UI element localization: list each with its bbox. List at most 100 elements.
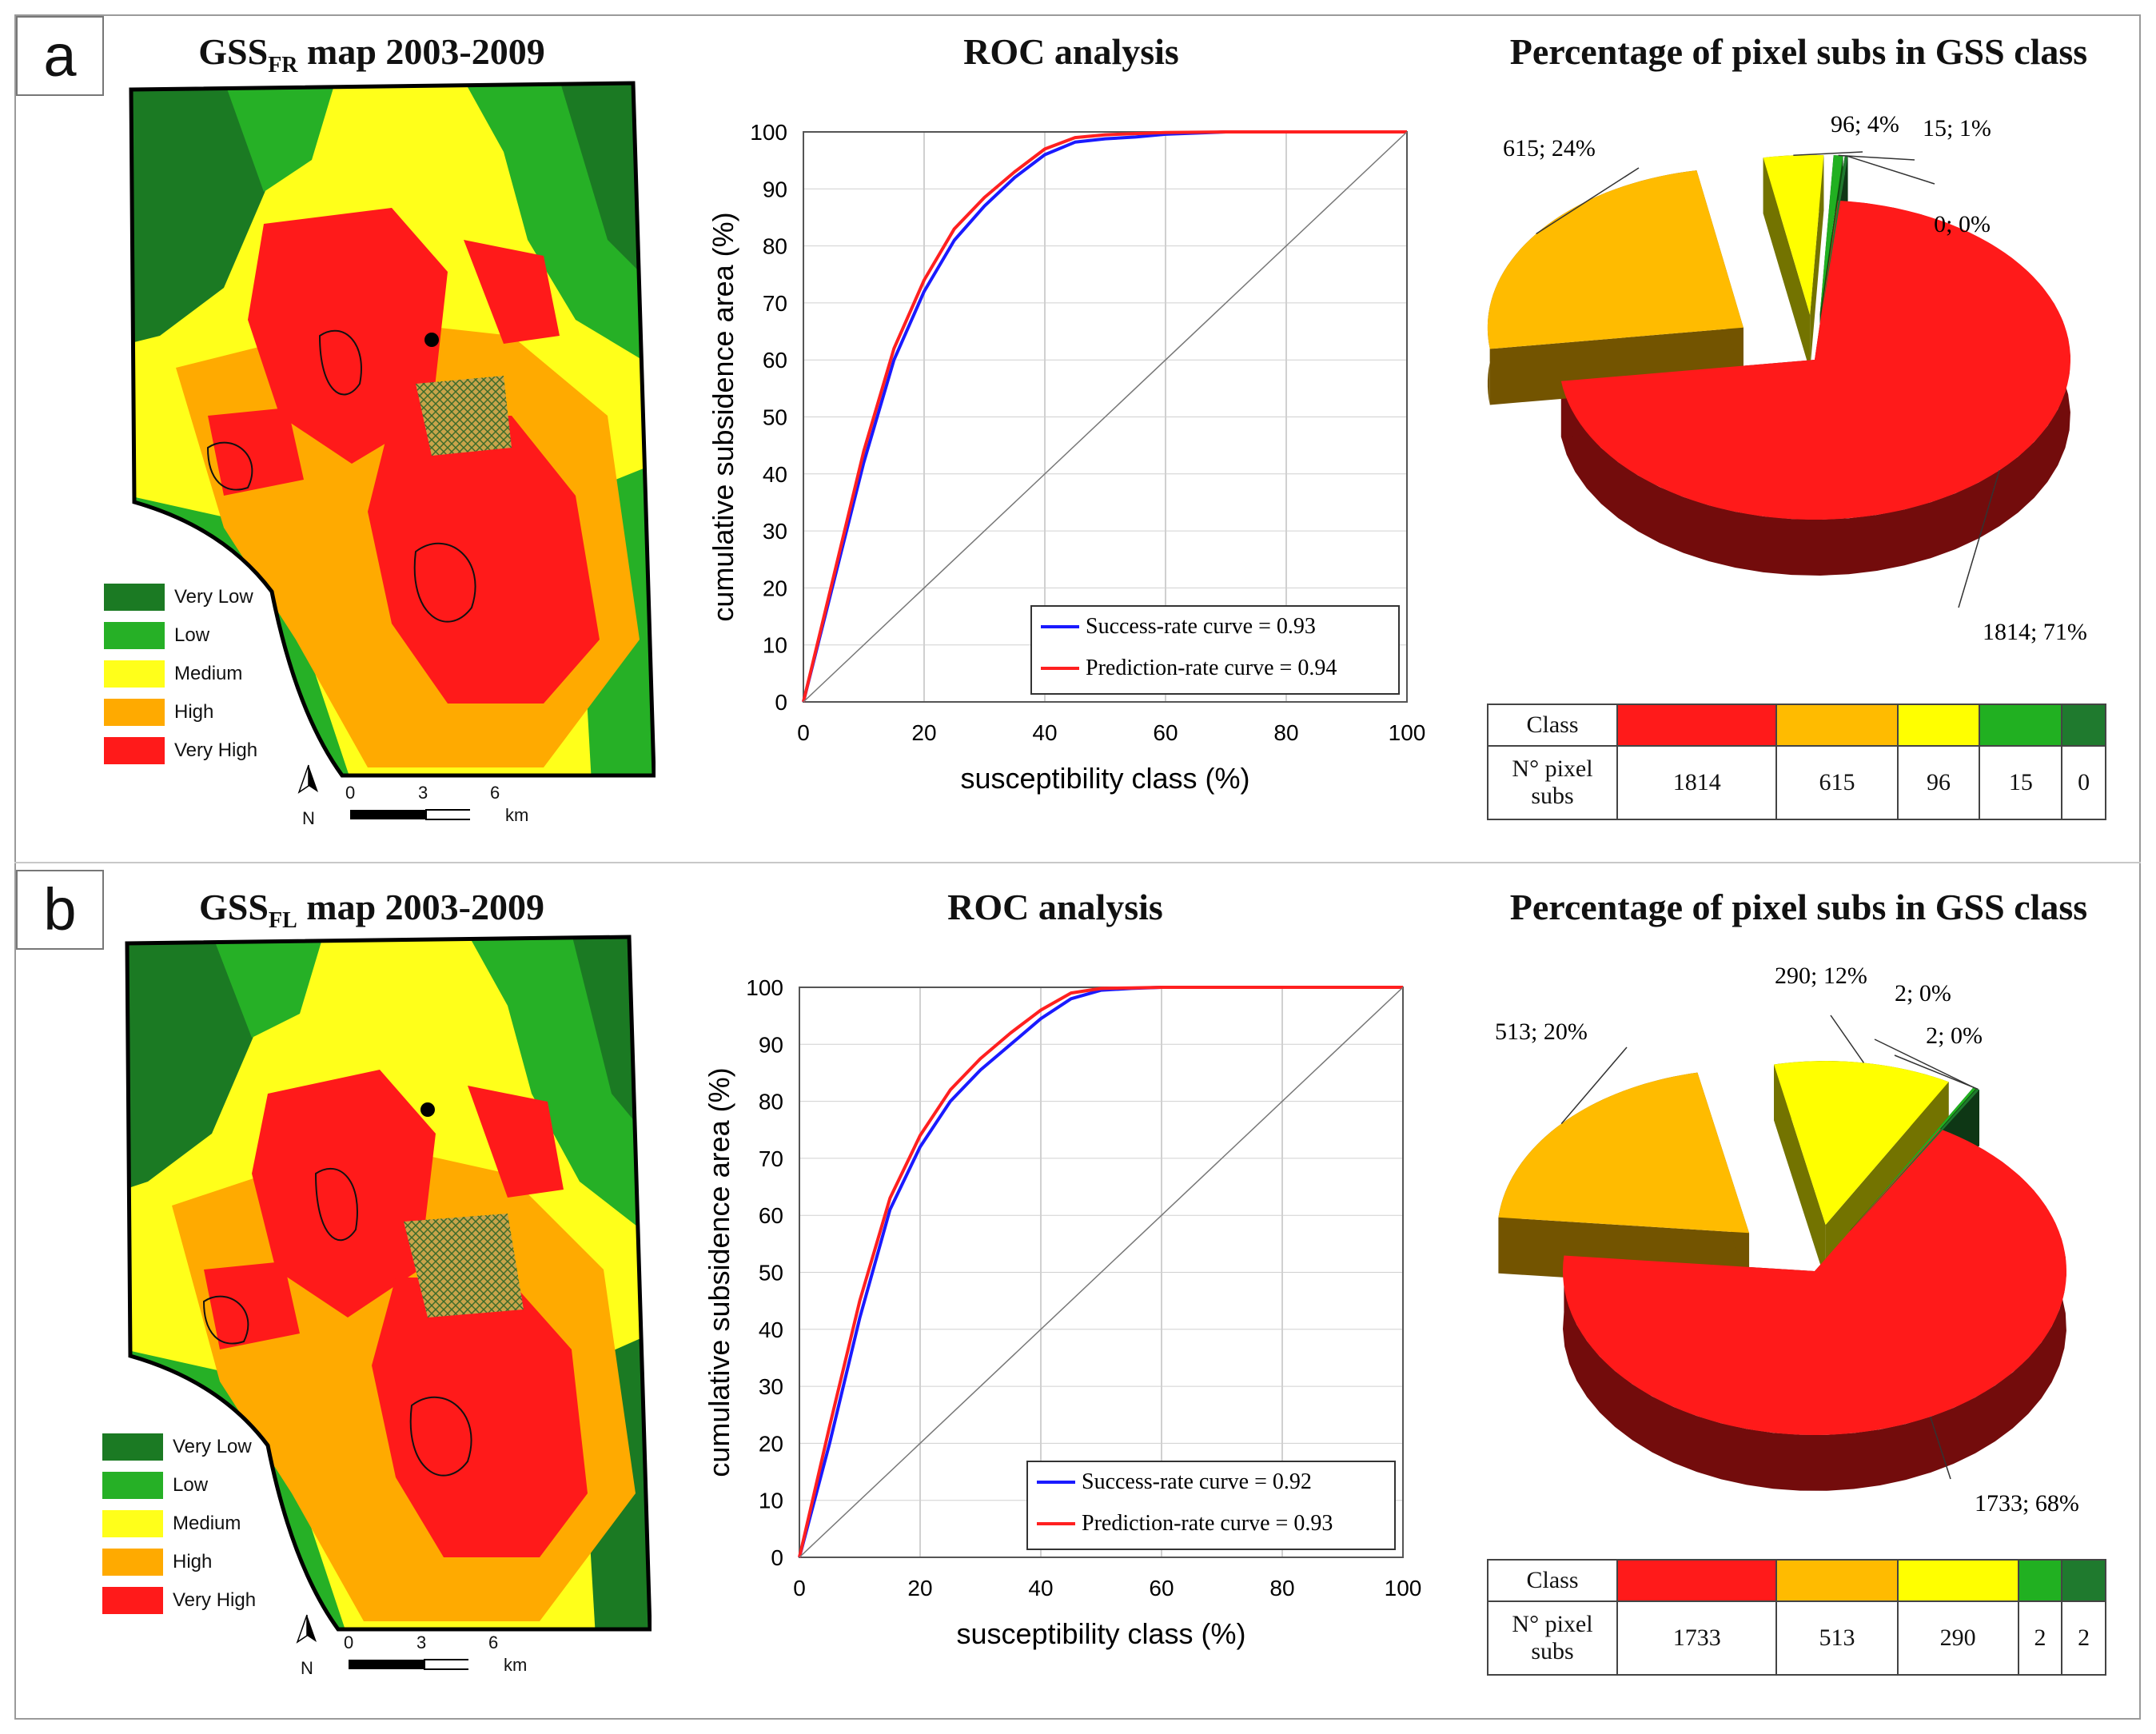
- y-tick-label: 80: [759, 1090, 783, 1114]
- count-cell: 1814: [1616, 745, 1778, 820]
- x-tick-label: 0: [793, 1576, 806, 1600]
- scale-tick-3: 3: [416, 1632, 427, 1652]
- legend-label: High: [174, 701, 214, 723]
- scale-tick-6: 6: [490, 783, 500, 803]
- roc-chart: 0 20 40 60 80 100 0 10 20 30 40 50 60 70 80 90 100 suscep…: [703, 975, 1422, 1650]
- legend-swatch: [104, 584, 165, 611]
- legend-item: Very Low: [102, 1428, 256, 1466]
- legend-item: Very High: [104, 731, 257, 770]
- roc-series-line: [802, 130, 1407, 703]
- class-color-cell: [2061, 1559, 2106, 1602]
- x-tick-label: 100: [1389, 720, 1426, 745]
- x-tick-label: 40: [1032, 720, 1057, 745]
- class-header: Class: [1487, 704, 1618, 747]
- count-cell: 290: [1896, 1600, 2019, 1676]
- y-tick-label: 30: [763, 519, 787, 544]
- pie-data-label: 15; 1%: [1923, 115, 1991, 142]
- pie-slice: [1850, 1087, 1976, 1231]
- legend-label: High: [173, 1551, 213, 1573]
- legend-swatch: [102, 1549, 163, 1576]
- y-tick-label: 70: [759, 1146, 783, 1171]
- y-tick-label: 20: [763, 576, 787, 600]
- count-cell: 15: [1979, 745, 2063, 820]
- legend-swatch: [102, 1587, 163, 1614]
- pie-slice: [1851, 1088, 1979, 1231]
- map-legend: Very Low Low Medium High Very High: [102, 1428, 256, 1620]
- y-tick-label: 90: [759, 1032, 783, 1057]
- pie-chart: 1814; 71% 615; 24% 96; 4% 15; 1% 0; 0%: [1487, 111, 2087, 645]
- legend-label: Very High: [174, 739, 258, 761]
- legend-item: Medium: [102, 1505, 256, 1543]
- susceptibility-map: [125, 935, 652, 1632]
- pie-slice: [1774, 1061, 1949, 1226]
- pie-leader-line: [1536, 167, 1640, 235]
- legend-entry: Prediction-rate curve = 0.94: [1086, 656, 1337, 680]
- x-axis-label: susceptibility class (%): [956, 1617, 1245, 1650]
- class-color-cell: [1616, 1559, 1778, 1602]
- pie-data-label: 1814; 71%: [1983, 619, 2087, 645]
- legend-item: Medium: [104, 655, 257, 693]
- legend-swatch: [104, 737, 165, 764]
- panel-label: a: [16, 16, 104, 96]
- x-tick-label: 80: [1269, 1576, 1294, 1600]
- legend-label: Very Low: [174, 586, 253, 608]
- legend-swatch: [102, 1472, 163, 1499]
- pie-slice: [1560, 200, 2070, 520]
- pie-slice: [1819, 155, 1843, 315]
- x-tick-label: 80: [1273, 720, 1298, 745]
- pie-slice-wall: [1774, 1064, 1826, 1282]
- chart-legend-box: [1030, 605, 1400, 695]
- pie-data-label: 513; 20%: [1495, 1018, 1588, 1045]
- scale-tick-0: 0: [344, 1632, 354, 1652]
- x-tick-label: 60: [1149, 1576, 1174, 1600]
- pie-data-label: 2; 0%: [1895, 980, 1951, 1007]
- pie-leader-line: [1560, 1046, 1628, 1125]
- scale-unit: km: [504, 1655, 528, 1675]
- y-tick-label: 0: [775, 690, 787, 715]
- pie-leader-line: [1838, 154, 1915, 161]
- pie-title: Percentage of pixel subs in GSS class: [1509, 31, 2088, 72]
- chart-legend-box: [1026, 1461, 1396, 1550]
- class-table: Class N° pixel subs 1814 615 96 15 0: [1487, 704, 2106, 820]
- count-cell: 615: [1775, 745, 1899, 820]
- y-tick-label: 40: [763, 462, 787, 487]
- legend-item: High: [104, 693, 257, 731]
- class-color-cell: [1775, 704, 1899, 747]
- pie-slice-wall: [1763, 157, 1811, 371]
- pie-leader-line: [1930, 1416, 1951, 1480]
- north-arrow-icon: [309, 765, 318, 792]
- map-title: GSSFL map 2003-2009: [199, 887, 544, 934]
- count-cell: 0: [2061, 745, 2106, 820]
- class-color-cell: [2017, 1559, 2063, 1602]
- panel-label: b: [16, 870, 104, 950]
- plot-area: [803, 131, 1408, 703]
- y-tick-label: 80: [763, 234, 787, 259]
- legend-swatch: [102, 1433, 163, 1461]
- class-color-cell: [2061, 704, 2106, 747]
- y-tick-label: 10: [763, 633, 787, 658]
- x-tick-label: 20: [911, 720, 936, 745]
- x-axis-label: susceptibility class (%): [960, 762, 1249, 795]
- y-axis-label: cumulative subsidence area (%): [707, 212, 739, 621]
- pie-title: Percentage of pixel subs in GSS class: [1509, 887, 2088, 927]
- y-tick-label: 40: [759, 1317, 783, 1342]
- y-tick-label: 90: [763, 177, 787, 201]
- scale-tick-0: 0: [345, 783, 356, 803]
- y-tick-label: 10: [759, 1489, 783, 1513]
- pie-slice: [1487, 170, 1744, 349]
- pie-leader-line: [1846, 155, 1935, 185]
- legend-label: Low: [174, 624, 210, 646]
- pie-leader-line: [1874, 1038, 1975, 1089]
- north-label: N: [302, 808, 315, 828]
- legend-item: Low: [102, 1466, 256, 1505]
- x-tick-label: 100: [1385, 1576, 1422, 1600]
- legend-item: Very Low: [104, 578, 257, 616]
- pie-leader-line: [1793, 151, 1863, 157]
- roc-chart: 0 20 40 60 80 100 0 10 20 30 40 50 60 70 80 90 100 suscep…: [707, 120, 1426, 795]
- pie-slice: [1498, 1072, 1750, 1234]
- legend-item: High: [102, 1543, 256, 1581]
- pie-data-label: 615; 24%: [1503, 135, 1596, 161]
- y-tick-label: 30: [759, 1374, 783, 1399]
- x-tick-label: 20: [907, 1576, 932, 1600]
- count-header: N° pixel subs: [1487, 745, 1618, 820]
